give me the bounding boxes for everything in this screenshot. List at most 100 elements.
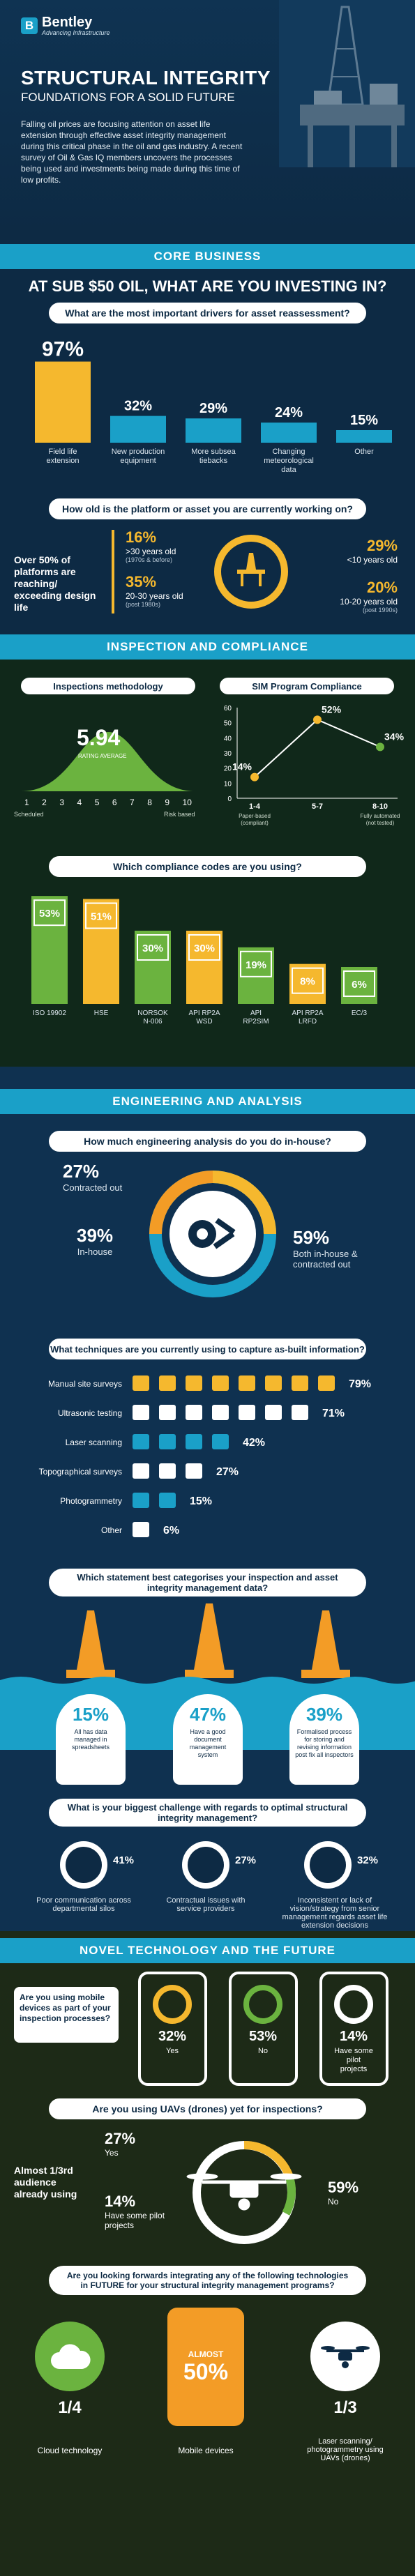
technique-icon xyxy=(212,1375,229,1391)
challenge-rings: 41% 27% 32% xyxy=(60,1841,378,1889)
age-pct: 16% xyxy=(126,528,157,546)
mobile-pct: 14% xyxy=(340,2029,368,2044)
age-item-4: 20% 10-20 years old (post 1990s) xyxy=(307,579,398,613)
technique-icon xyxy=(239,1375,255,1391)
section-novel: NOVEL TECHNOLOGY AND THE FUTURE xyxy=(0,1938,415,1963)
code-bar xyxy=(31,896,68,1004)
scale-tick: 6 xyxy=(112,798,117,807)
code-label: NORSOK xyxy=(137,1009,168,1017)
scale-tick: 10 xyxy=(182,798,192,807)
code-box xyxy=(240,950,272,977)
future-label: Cloud technology xyxy=(37,2446,103,2455)
uav-label: Have some pilot projects xyxy=(105,2211,165,2230)
code-bar xyxy=(341,967,377,1004)
uav-pilot: 14% Have some pilot projects xyxy=(105,2193,181,2230)
uav-block: Almost 1/3rd audience already using 27% … xyxy=(0,2126,415,2266)
logo-text: Bentley xyxy=(42,15,93,30)
inhouse-donut xyxy=(149,1171,276,1297)
technique-icon xyxy=(292,1375,308,1391)
sim-point xyxy=(250,772,259,782)
over-50-statement: Over 50% of platforms are reaching/ exce… xyxy=(14,554,96,613)
contracted-label: Contracted out xyxy=(63,1182,123,1193)
sim-value-label: 52% xyxy=(322,703,342,715)
age-note: (post 1990s) xyxy=(362,607,398,613)
challenge-label-1: Poor communication across departmental s… xyxy=(36,1896,131,1913)
age-bracket xyxy=(112,530,114,613)
code-box xyxy=(33,899,66,927)
driver-label: meteorological xyxy=(264,457,314,465)
technique-icon xyxy=(212,1434,229,1449)
oil-platform-illustration xyxy=(279,0,415,167)
driver-label: extension xyxy=(46,457,79,465)
uav-pct: 27% xyxy=(105,2130,136,2147)
scale-tick: 7 xyxy=(130,798,135,807)
sim-line-chart: 60 50 40 30 20 10 0 14% 1-4 Paper-based(compliant… xyxy=(224,703,405,826)
future-mobile: ALMOST 50% Mobile devices xyxy=(160,2308,251,2455)
rating-scale: 1 2 3 4 5 6 7 8 9 10 xyxy=(24,798,192,807)
phone-ring xyxy=(243,1985,282,2024)
code-bar xyxy=(238,947,274,1004)
age-label: 10-20 years old xyxy=(340,597,398,607)
technique-icon xyxy=(292,1405,308,1420)
bentley-logo[interactable]: B Bentley Advancing Infrastructure xyxy=(21,15,110,36)
platform-icon xyxy=(237,553,265,586)
challenge-label-3: Inconsistent or lack of vision/strategy … xyxy=(282,1896,388,1930)
scale-tick: 2 xyxy=(42,798,47,807)
code-label: N-006 xyxy=(143,1018,163,1026)
q-uav: Are you using UAVs (drones) yet for insp… xyxy=(49,2098,366,2119)
code-bar xyxy=(83,899,119,1004)
codes-chart: 53% ISO 19902 51% HSE 30% NORSOK N-006 30% API R… xyxy=(0,882,415,1046)
code-label: HSE xyxy=(94,1009,109,1017)
x-cat-note: Paper-based xyxy=(239,813,271,819)
age-note: (1970s & before) xyxy=(126,556,173,563)
both-pct: 59% xyxy=(293,1227,330,1248)
sim-title: SIM Program Compliance xyxy=(220,678,394,694)
code-pct: 30% xyxy=(194,943,215,954)
phone-frame xyxy=(138,1972,207,2086)
challenge-pct: 41% xyxy=(113,1854,134,1866)
y-tick-label: 50 xyxy=(224,720,232,728)
sim-point xyxy=(376,742,384,752)
scale-tick: 9 xyxy=(165,798,170,807)
technique-icon xyxy=(159,1493,176,1508)
driver-label: data xyxy=(281,466,296,474)
driver-label: Other xyxy=(354,448,374,456)
technique-icon xyxy=(159,1405,176,1420)
driver-pct: 97% xyxy=(42,338,84,361)
sim-point xyxy=(313,715,322,724)
code-bar xyxy=(186,931,222,1004)
age-block: Over 50% of platforms are reaching/ exce… xyxy=(0,523,415,627)
driver-bar xyxy=(336,430,392,443)
technique-icon xyxy=(133,1405,149,1420)
technique-pct: 15% xyxy=(190,1495,212,1507)
section-core-business: CORE BUSINESS xyxy=(0,244,415,269)
code-pct: 30% xyxy=(142,943,163,954)
driver-bar xyxy=(261,422,317,443)
statement-label: Formalised process for storing and revis… xyxy=(295,1728,354,1758)
driver-pct: 15% xyxy=(350,413,378,428)
x-tick-label: 1-4 xyxy=(249,802,261,811)
technique-icon xyxy=(133,1463,149,1479)
technique-label: Topographical surveys xyxy=(39,1467,122,1477)
technique-pct: 42% xyxy=(243,1437,265,1449)
code-pct: 19% xyxy=(246,959,266,971)
inhouse-item: 39% In-house xyxy=(77,1225,113,1257)
phone-frame xyxy=(319,1972,388,2086)
future-cloud: 1/4 Cloud technology xyxy=(28,2322,112,2455)
age-label: >30 years old xyxy=(126,547,176,556)
driver-pct: 24% xyxy=(275,405,303,420)
technique-icon xyxy=(159,1375,176,1391)
uav-pct: 14% xyxy=(105,2193,136,2210)
technique-icon xyxy=(159,1434,176,1449)
future-drone: 1/3 Laser scanning/ photogrammetry using… xyxy=(300,2322,391,2462)
future-label: Mobile devices xyxy=(178,2446,234,2455)
technique-icon xyxy=(212,1405,229,1420)
intro-text: Falling oil prices are focusing attentio… xyxy=(21,119,243,185)
age-note: (post 1980s) xyxy=(126,601,161,608)
uav-label: No xyxy=(328,2197,339,2207)
technique-icon xyxy=(186,1434,202,1449)
statement-3: 39% Formalised process for storing and r… xyxy=(289,1694,359,1785)
future-label: Laser scanning/ photogrammetry using UAV… xyxy=(307,2437,384,2462)
